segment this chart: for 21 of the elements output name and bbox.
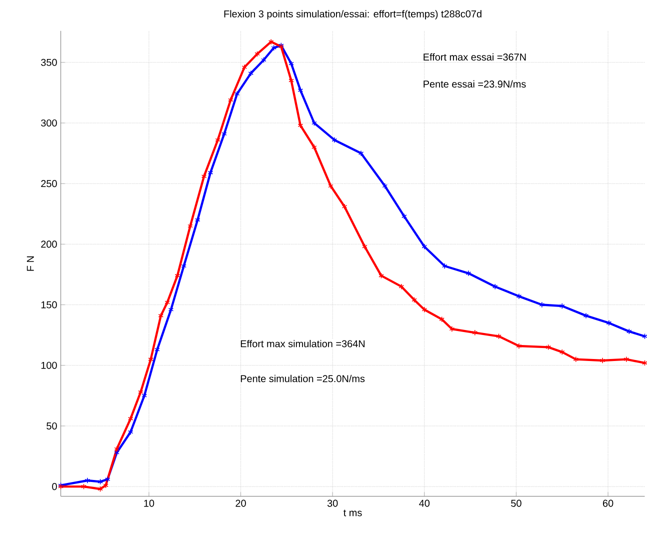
y-axis-title: F N <box>26 256 34 271</box>
annotation: Pente simulation =25.0N/ms <box>240 374 365 382</box>
y-tick-label: 350 <box>41 58 57 66</box>
y-tick-label: 250 <box>41 180 57 188</box>
y-tick-label: 0 <box>52 482 57 490</box>
y-tick-label: 50 <box>46 422 57 430</box>
y-tick-label: 300 <box>41 119 57 126</box>
annotation: Effort max essai =367N <box>424 53 526 61</box>
x-tick-label: 20 <box>236 500 246 507</box>
chart-title: Flexion 3 points simulation/essai: effort=f(temps) t288c07d <box>224 10 482 20</box>
annotation: Effort max simulation =364N <box>240 340 365 348</box>
x-tick-label: 30 <box>327 500 338 507</box>
x-tick-label: 10 <box>144 500 154 507</box>
x-axis-title: t ms <box>344 510 362 516</box>
y-tick-label: 150 <box>41 301 57 308</box>
y-tick-label: 200 <box>41 240 57 248</box>
x-tick-label: 50 <box>511 500 522 507</box>
y-tick-label: 100 <box>41 362 57 369</box>
x-tick-label: 60 <box>602 500 614 507</box>
x-tick-label: 40 <box>419 500 430 507</box>
annotation: Pente essai =23.9N/ms <box>424 80 526 88</box>
